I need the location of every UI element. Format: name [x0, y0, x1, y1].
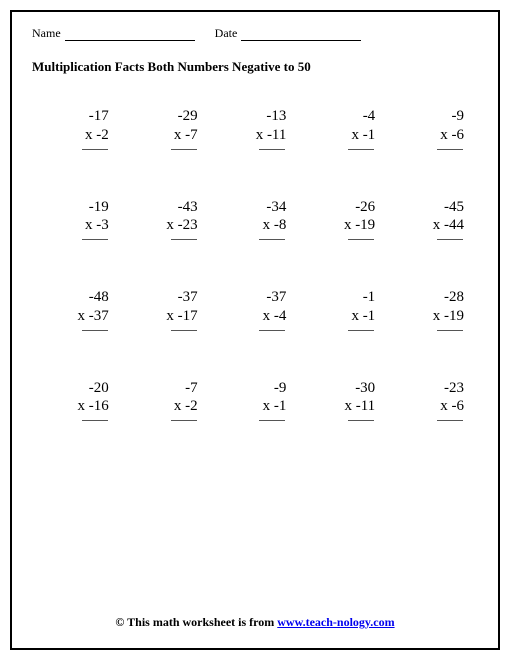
answer-line: [82, 420, 108, 421]
multiplier: x -3: [36, 216, 109, 235]
multiplier: x -19: [391, 307, 464, 326]
answer-line: [348, 420, 374, 421]
answer-line: [437, 239, 463, 240]
multiplier: x -11: [214, 126, 287, 145]
problem: -9x -1: [214, 379, 297, 422]
multiplier: x -17: [125, 307, 198, 326]
problem: -29x -7: [125, 107, 208, 150]
answer-line: [171, 330, 197, 331]
multiplicand: -1: [302, 288, 375, 307]
multiplicand: -37: [214, 288, 287, 307]
answer-line: [171, 239, 197, 240]
multiplicand: -17: [36, 107, 109, 126]
name-field: Name: [32, 26, 195, 41]
multiplicand: -45: [391, 198, 464, 217]
problem: -17x -2: [36, 107, 119, 150]
answer-line: [82, 239, 108, 240]
multiplier: x -4: [214, 307, 287, 326]
name-blank-line: [65, 29, 195, 41]
multiplier: x -1: [302, 307, 375, 326]
problem: -19x -3: [36, 198, 119, 241]
multiplier: x -6: [391, 126, 464, 145]
multiplier: x -16: [36, 397, 109, 416]
date-blank-line: [241, 29, 361, 41]
answer-line: [259, 239, 285, 240]
problem: -4x -1: [302, 107, 385, 150]
problem: -48x -37: [36, 288, 119, 331]
answer-line: [348, 330, 374, 331]
multiplier: x -7: [125, 126, 198, 145]
worksheet-page: Name Date Multiplication Facts Both Numb…: [10, 10, 500, 650]
multiplicand: -34: [214, 198, 287, 217]
answer-line: [437, 330, 463, 331]
multiplicand: -4: [302, 107, 375, 126]
answer-line: [171, 149, 197, 150]
answer-line: [82, 330, 108, 331]
multiplicand: -29: [125, 107, 198, 126]
multiplicand: -23: [391, 379, 464, 398]
problem: -7x -2: [125, 379, 208, 422]
answer-line: [348, 239, 374, 240]
problem: -20x -16: [36, 379, 119, 422]
problem: -28x -19: [391, 288, 474, 331]
multiplier: x -19: [302, 216, 375, 235]
multiplicand: -48: [36, 288, 109, 307]
problem: -1x -1: [302, 288, 385, 331]
header-row: Name Date: [32, 26, 478, 41]
multiplicand: -37: [125, 288, 198, 307]
problem: -37x -17: [125, 288, 208, 331]
multiplier: x -1: [214, 397, 287, 416]
answer-line: [437, 149, 463, 150]
multiplicand: -26: [302, 198, 375, 217]
problem: -45x -44: [391, 198, 474, 241]
multiplier: x -2: [36, 126, 109, 145]
footer: © This math worksheet is from www.teach-…: [12, 615, 498, 630]
multiplicand: -30: [302, 379, 375, 398]
answer-line: [259, 330, 285, 331]
problem: -34x -8: [214, 198, 297, 241]
multiplier: x -1: [302, 126, 375, 145]
multiplier: x -8: [214, 216, 287, 235]
multiplier: x -11: [302, 397, 375, 416]
multiplier: x -37: [36, 307, 109, 326]
answer-line: [259, 149, 285, 150]
name-label: Name: [32, 26, 61, 41]
problem: -13x -11: [214, 107, 297, 150]
date-label: Date: [215, 26, 238, 41]
footer-prefix: © This math worksheet is from: [115, 615, 277, 629]
multiplicand: -9: [391, 107, 464, 126]
answer-line: [82, 149, 108, 150]
worksheet-title: Multiplication Facts Both Numbers Negati…: [32, 59, 478, 75]
multiplier: x -2: [125, 397, 198, 416]
problem: -37x -4: [214, 288, 297, 331]
problem: -26x -19: [302, 198, 385, 241]
multiplicand: -28: [391, 288, 464, 307]
multiplicand: -43: [125, 198, 198, 217]
date-field: Date: [215, 26, 362, 41]
answer-line: [348, 149, 374, 150]
multiplicand: -13: [214, 107, 287, 126]
answer-line: [437, 420, 463, 421]
problem: -30x -11: [302, 379, 385, 422]
problems-grid: -17x -2 -29x -7 -13x -11 -4x -1 -9x -6 -…: [32, 107, 478, 421]
multiplicand: -9: [214, 379, 287, 398]
multiplicand: -20: [36, 379, 109, 398]
problem: -9x -6: [391, 107, 474, 150]
answer-line: [171, 420, 197, 421]
problem: -43x -23: [125, 198, 208, 241]
problem: -23x -6: [391, 379, 474, 422]
multiplier: x -44: [391, 216, 464, 235]
multiplicand: -7: [125, 379, 198, 398]
footer-link[interactable]: www.teach-nology.com: [277, 615, 394, 629]
multiplier: x -23: [125, 216, 198, 235]
answer-line: [259, 420, 285, 421]
multiplicand: -19: [36, 198, 109, 217]
multiplier: x -6: [391, 397, 464, 416]
